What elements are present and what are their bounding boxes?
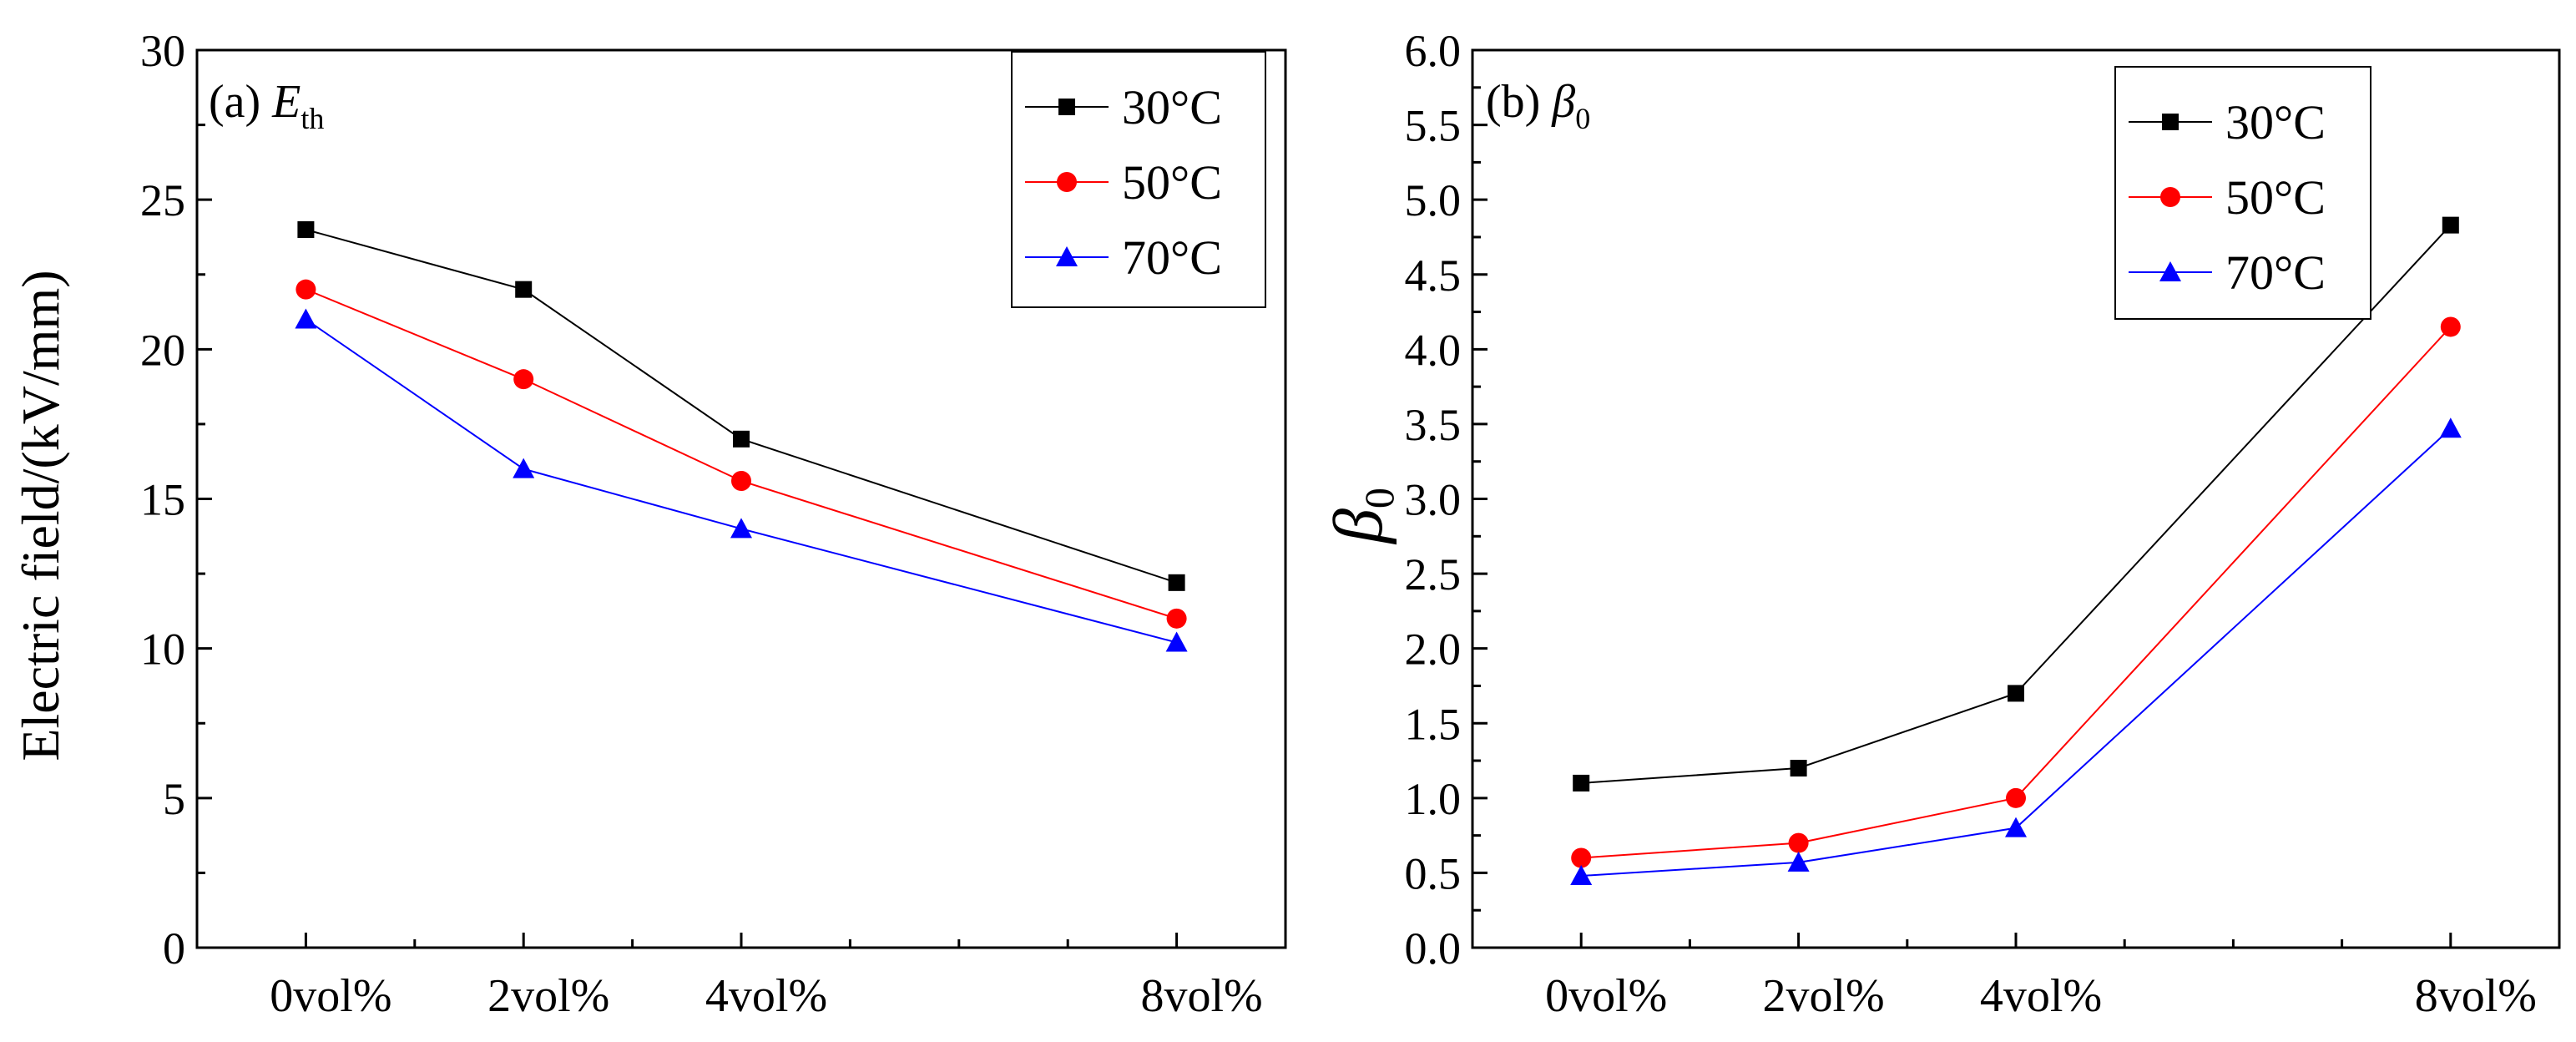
panel-b-ytick-label: 3.5 (1405, 400, 1462, 450)
panel-b-ytick-label: 6.0 (1405, 26, 1462, 76)
panel-b-data-point (1571, 847, 1592, 868)
panel-b-ytick-label: 1.5 (1405, 699, 1462, 749)
panel-b-y-axis-label: β0 (1320, 488, 1402, 545)
panel-b-ytick-label: 4.5 (1405, 250, 1462, 301)
panel-b-series-line-0 (1581, 224, 2452, 784)
panel-a-data-point (733, 430, 750, 448)
panel-b-ytick-label: 3.0 (1405, 475, 1462, 525)
panel-b-ytick-label: 2.0 (1405, 625, 1462, 675)
panel-b-xtick-label: 8vol% (2415, 970, 2537, 1022)
panel-b-ytick-label: 2.5 (1405, 549, 1462, 599)
panel-b-xtick-label: 4vol% (1980, 970, 2102, 1022)
panel-b-xtick-label: 2vol% (1762, 970, 1884, 1022)
panel-a-legend-label: 30°C (1122, 80, 1222, 134)
panel-a-chart: 0 5 10 15 20 25 30 0vol% 2vol% 4vol% 8vol% Electric… (11, 26, 1287, 1022)
panel-b-legend-marker (2159, 261, 2181, 281)
panel-a-xtick-label: 2vol% (487, 970, 609, 1022)
panel-a-legend-box (1011, 51, 1266, 308)
panel-a-data-point (295, 279, 316, 300)
panel-a-data-point (730, 518, 752, 539)
panel-b-data-point (2008, 685, 2024, 702)
panel-b-data-point (1788, 832, 1809, 853)
panel-a-legend-label: 50°C (1122, 155, 1222, 210)
panel-b-legend-box (2114, 66, 2371, 320)
panel-a-data-point (1168, 574, 1185, 591)
panel-a-legend-label: 70°C (1122, 230, 1222, 285)
panel-b-data-point (1570, 865, 1593, 885)
panel-a-data-point (1166, 608, 1187, 629)
panel-a-ytick-label: 10 (140, 625, 185, 675)
panel-b-plot-frame (1471, 48, 2561, 949)
panel-a-panel-label: (a) Eth (209, 76, 324, 135)
panel-a-series-line-2 (305, 318, 1177, 644)
panel-b-data-point (2006, 787, 2026, 808)
panel-b-data-point (1787, 851, 1810, 872)
panel-a-series-line-1 (306, 288, 1177, 620)
panel-b-ytick-label: 5.5 (1405, 101, 1462, 151)
panel-b-ytick-label: 5.0 (1405, 175, 1462, 225)
panel-a-xtick-label: 0vol% (270, 970, 391, 1022)
panel-b-data-point (2005, 817, 2027, 837)
panel-a-data-point (515, 281, 533, 298)
panel-a-data-point (731, 471, 751, 491)
panel-b-legend-marker (2162, 114, 2179, 130)
panel-a-ytick-label: 30 (140, 26, 185, 76)
panel-a-ytick-label: 15 (140, 475, 185, 525)
panel-b-panel-label: (b) β0 (1486, 76, 1590, 135)
panel-b-ytick-label: 4.0 (1405, 325, 1462, 375)
panel-a-data-point (1165, 631, 1188, 652)
panel-a-legend-marker (1057, 172, 1077, 192)
panel-b-chart: 0.0 0.5 1.0 1.5 2.0 2.5 3.0 3.5 4.0 4.5 5.0 5.5 6.0 0… (1320, 26, 2561, 1022)
panel-b-data-point (1573, 774, 1590, 792)
panel-b-data-point (2440, 316, 2461, 337)
panel-b-legend-label: 50°C (2225, 170, 2326, 225)
panel-b-xtick-label: 0vol% (1545, 970, 1667, 1022)
panel-b-ytick-label: 0.5 (1405, 848, 1462, 898)
panel-a-ytick-label: 5 (163, 774, 185, 824)
panel-a-ytick-label: 25 (140, 175, 185, 225)
panel-a-legend-marker (1058, 99, 1075, 115)
panel-a-xtick-label: 8vol% (1140, 970, 1262, 1022)
panel-a-ytick-label: 20 (140, 325, 185, 375)
panel-b-data-point (2442, 216, 2459, 234)
panel-a-legend-marker (1056, 246, 1078, 266)
panel-b-ytick-label: 0.0 (1405, 923, 1462, 974)
panel-a-data-point (513, 369, 534, 390)
panel-a-data-point (513, 458, 535, 478)
panel-a-series-line-0 (306, 229, 1177, 584)
panel-a-xtick-label: 4vol% (705, 970, 827, 1022)
panel-a-ytick-label: 0 (163, 923, 185, 974)
panel-b-data-point (2439, 417, 2462, 438)
panel-b-data-point (1790, 760, 1807, 776)
panel-b-legend-marker (2160, 187, 2180, 207)
panel-a-y-axis-label: Electric field/(kV/mm) (11, 270, 70, 761)
panel-b-ytick-label: 1.0 (1405, 774, 1462, 824)
panel-a-data-point (295, 308, 317, 329)
panel-b-legend-label: 70°C (2225, 245, 2326, 300)
panel-b-series-line-2 (1581, 427, 2452, 877)
panel-b-legend-label: 30°C (2225, 95, 2326, 149)
panel-b-series-line-1 (1581, 326, 2452, 859)
panel-a-data-point (297, 221, 315, 238)
